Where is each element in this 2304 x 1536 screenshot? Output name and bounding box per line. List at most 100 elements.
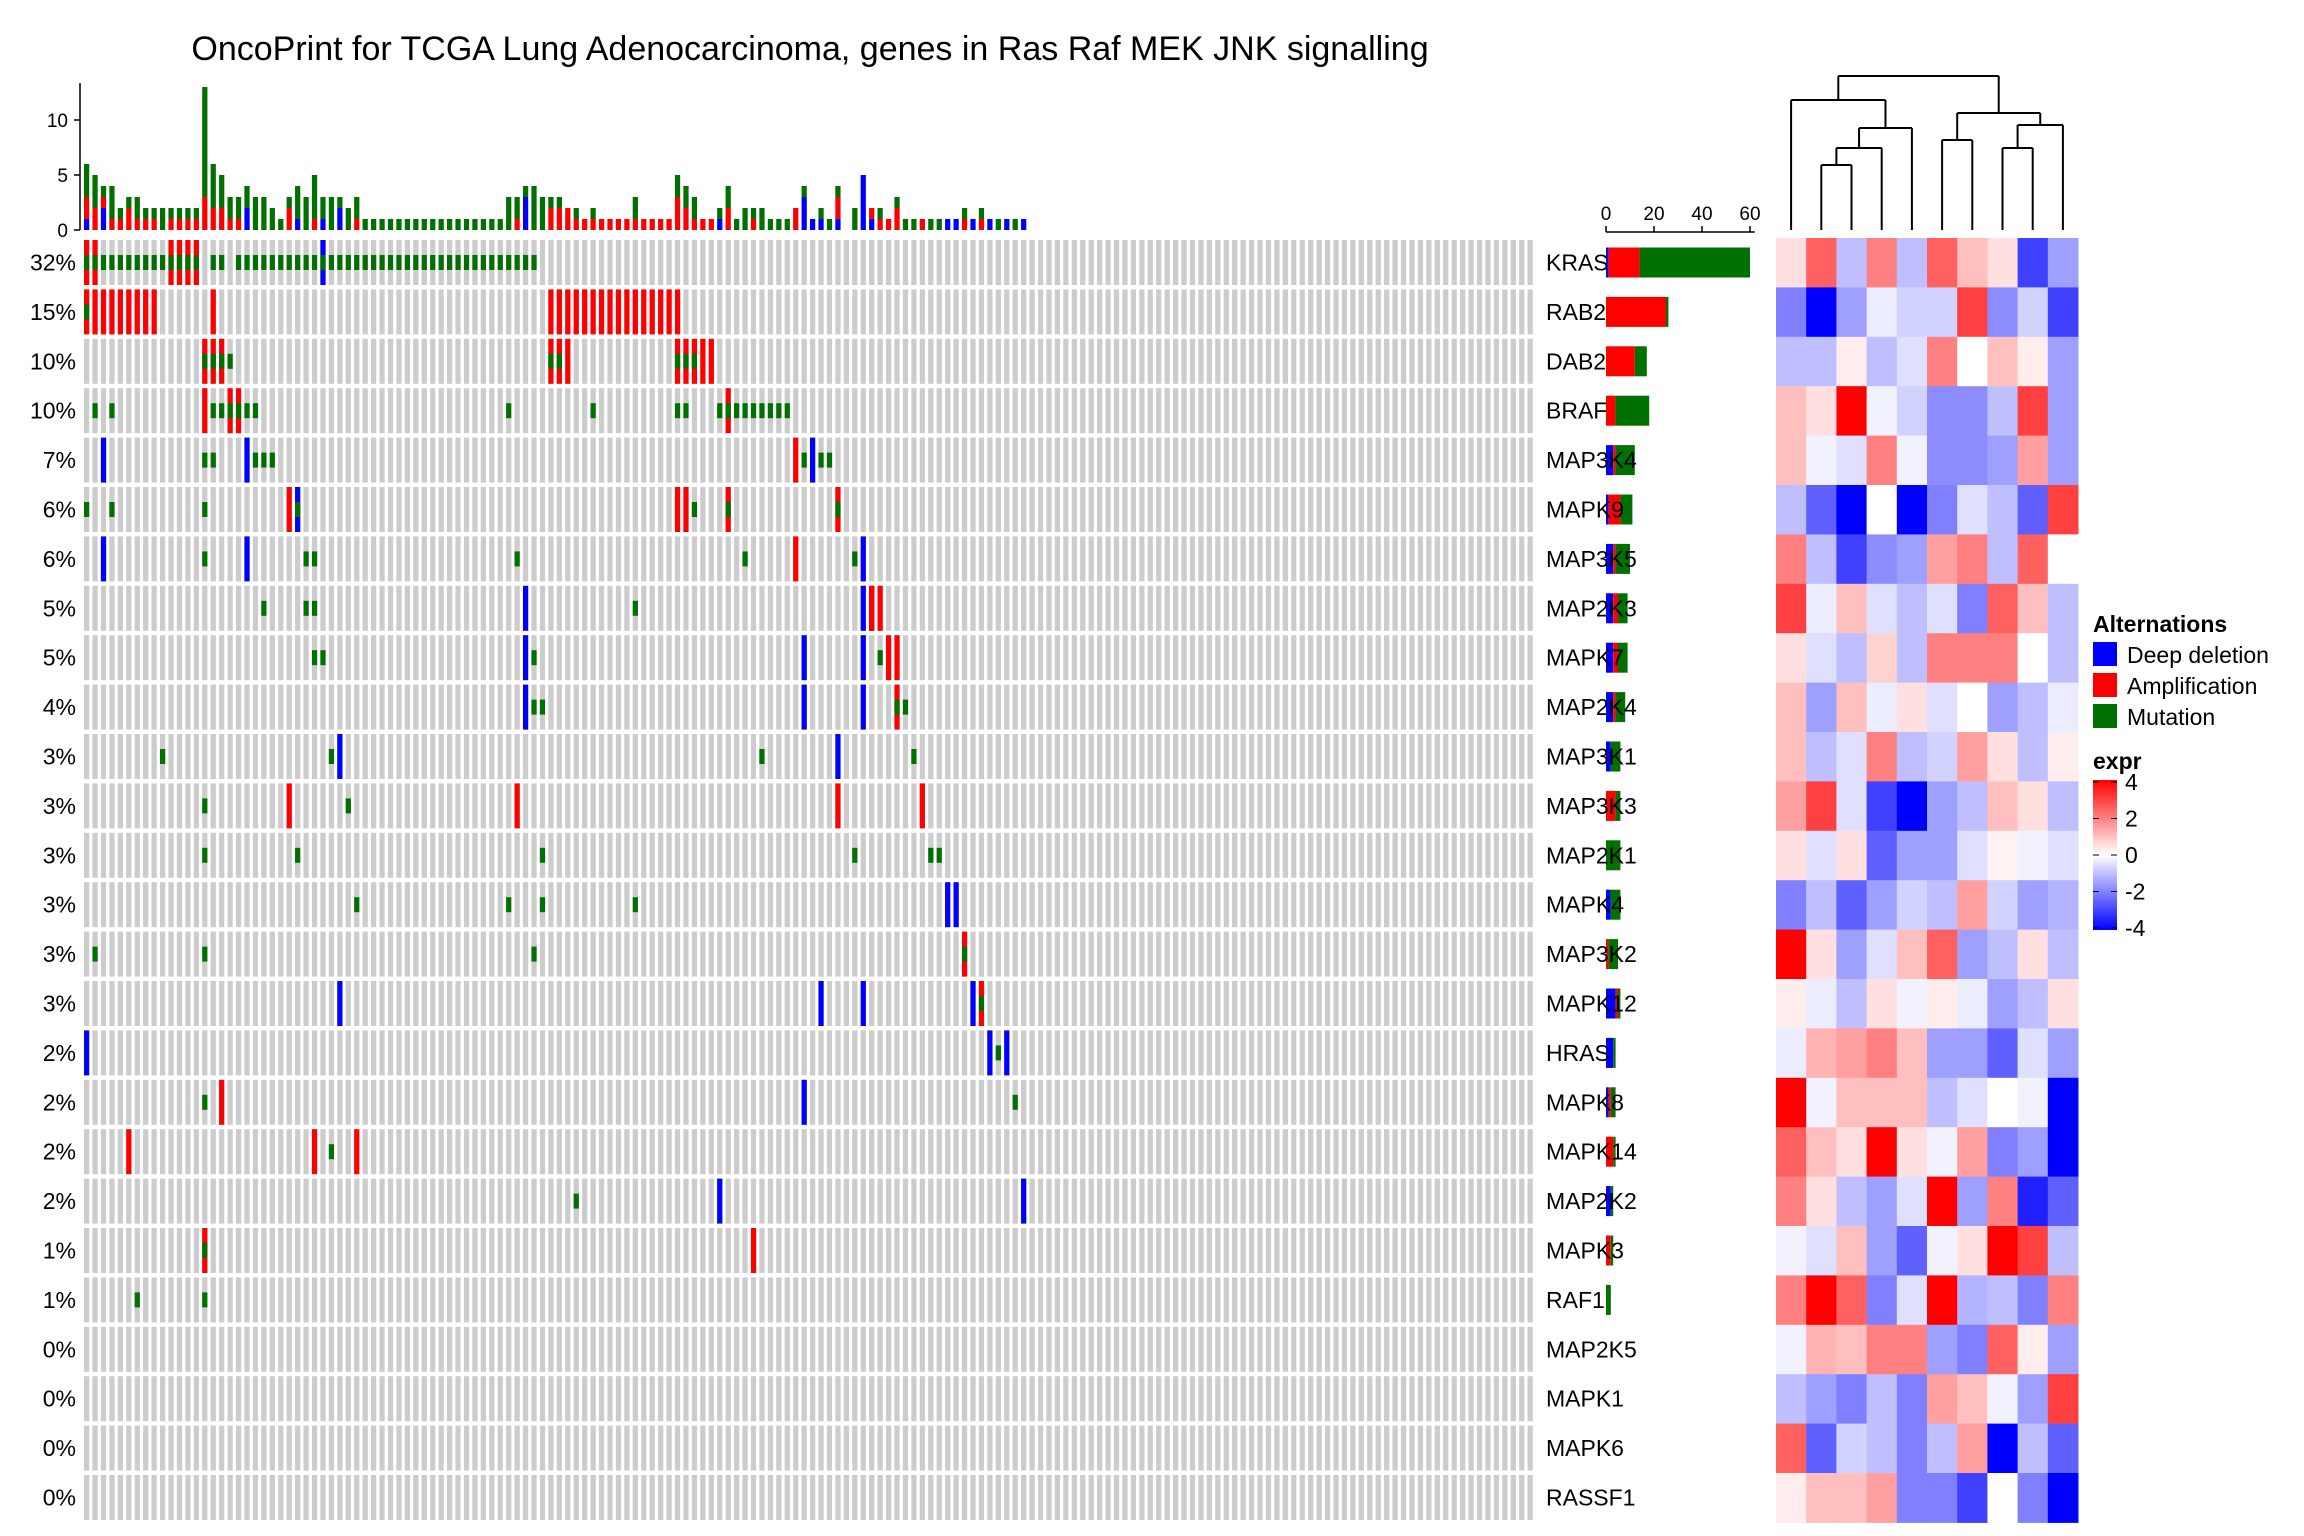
oncoprint-cell bbox=[295, 1129, 301, 1175]
alteration-amplification bbox=[126, 289, 132, 335]
oncoprint-cell bbox=[438, 388, 444, 434]
oncoprint-cell bbox=[286, 882, 292, 928]
oncoprint-cell bbox=[311, 338, 318, 384]
oncoprint-cell bbox=[590, 783, 596, 829]
oncoprint-cell bbox=[159, 981, 166, 1026]
oncoprint-cell bbox=[438, 437, 444, 483]
oncoprint-cell bbox=[185, 684, 191, 730]
oncoprint-cell bbox=[210, 882, 216, 928]
oncoprint-cell bbox=[961, 289, 968, 335]
oncoprint-cell bbox=[1054, 882, 1061, 928]
oncoprint-cell bbox=[430, 832, 436, 878]
top-bar-segment bbox=[624, 219, 630, 230]
oncoprint-cell bbox=[379, 1228, 385, 1273]
oncoprint-cell bbox=[497, 388, 503, 434]
oncoprint-cell bbox=[936, 1178, 942, 1224]
oncoprint-cell bbox=[1299, 1475, 1305, 1520]
oncoprint-cell bbox=[1240, 684, 1246, 730]
oncoprint-cell bbox=[1029, 437, 1035, 483]
oncoprint-cell bbox=[1113, 1228, 1120, 1273]
oncoprint-cell bbox=[539, 1030, 546, 1076]
oncoprint-cell bbox=[784, 487, 790, 532]
oncoprint-cell bbox=[1088, 832, 1094, 878]
oncoprint-cell bbox=[244, 1129, 250, 1175]
oncoprint-cell bbox=[1485, 1326, 1491, 1372]
oncoprint-cell bbox=[1122, 832, 1128, 878]
oncoprint-cell bbox=[556, 981, 562, 1026]
oncoprint-cell bbox=[978, 734, 985, 779]
oncoprint-cell bbox=[176, 684, 183, 730]
oncoprint-cell bbox=[92, 734, 98, 779]
oncoprint-cell bbox=[869, 832, 875, 878]
oncoprint-cell bbox=[978, 1376, 985, 1422]
oncoprint-cell bbox=[269, 783, 275, 829]
oncoprint-cell bbox=[843, 1277, 849, 1323]
oncoprint-cell bbox=[84, 437, 90, 483]
alteration-mutation bbox=[202, 798, 208, 814]
oncoprint-cell bbox=[852, 684, 858, 730]
oncoprint-cell bbox=[244, 734, 250, 779]
oncoprint-cell bbox=[1088, 1079, 1094, 1125]
oncoprint-cell bbox=[295, 437, 301, 483]
oncoprint-cell bbox=[117, 1326, 123, 1372]
oncoprint-cell bbox=[1232, 981, 1238, 1026]
top-bar-segment bbox=[168, 208, 174, 219]
oncoprint-cell bbox=[404, 1425, 411, 1471]
oncoprint-cell bbox=[320, 1475, 326, 1520]
oncoprint-cell bbox=[725, 832, 731, 878]
oncoprint-cell bbox=[1308, 783, 1314, 829]
oncoprint-cell bbox=[1113, 1129, 1120, 1175]
gene-label: MAP3K1 bbox=[1546, 744, 1637, 770]
oncoprint-cell bbox=[472, 1277, 478, 1323]
oncoprint-cell bbox=[143, 1326, 149, 1372]
oncoprint-cell bbox=[885, 1079, 892, 1125]
oncoprint-cell bbox=[801, 240, 807, 285]
oncoprint-cell bbox=[1223, 1425, 1229, 1471]
oncoprint-cell bbox=[750, 1277, 757, 1323]
oncoprint-cell bbox=[311, 734, 318, 779]
alteration-mutation bbox=[295, 847, 301, 863]
oncoprint-cell bbox=[1130, 1228, 1137, 1273]
oncoprint-cell bbox=[1198, 437, 1204, 483]
oncoprint-cell bbox=[970, 1326, 976, 1372]
oncoprint-cell bbox=[168, 1475, 174, 1520]
top-bar-segment bbox=[995, 219, 1001, 230]
oncoprint-cell bbox=[1130, 388, 1137, 434]
alteration-mutation bbox=[202, 452, 208, 468]
oncoprint-cell bbox=[902, 981, 909, 1026]
oncoprint-cell bbox=[683, 931, 689, 977]
oncoprint-cell bbox=[582, 931, 588, 977]
oncoprint-cell bbox=[489, 981, 495, 1026]
oncoprint-cell bbox=[843, 487, 849, 532]
oncoprint-cell bbox=[902, 1129, 909, 1175]
oncoprint-cell bbox=[1341, 487, 1348, 532]
oncoprint-cell bbox=[1232, 1326, 1238, 1372]
oncoprint-cell bbox=[1409, 783, 1415, 829]
oncoprint-cell bbox=[362, 981, 368, 1026]
oncoprint-cell bbox=[877, 487, 883, 532]
top-bar-segment bbox=[1021, 219, 1027, 230]
gene-label: MAP2K1 bbox=[1546, 842, 1637, 868]
oncoprint-cell bbox=[413, 684, 419, 730]
oncoprint-cell bbox=[227, 1228, 233, 1273]
oncoprint-cell bbox=[244, 1277, 250, 1323]
oncoprint-cell bbox=[826, 536, 833, 582]
oncoprint-cell bbox=[472, 783, 478, 829]
oncoprint-cell bbox=[810, 1079, 816, 1125]
oncoprint-cell bbox=[193, 1129, 199, 1175]
oncoprint-cell bbox=[1122, 1030, 1128, 1076]
oncoprint-cell bbox=[506, 1030, 512, 1076]
oncoprint-cell bbox=[1308, 1475, 1314, 1520]
oncoprint-cell bbox=[776, 734, 782, 779]
oncoprint-cell bbox=[835, 1475, 841, 1520]
top-bar-segment bbox=[556, 208, 562, 230]
oncoprint-cell bbox=[658, 931, 664, 977]
oncoprint-cell bbox=[1232, 1079, 1238, 1125]
oncoprint-cell bbox=[818, 240, 824, 285]
oncoprint-cell bbox=[810, 536, 816, 582]
oncoprint-cell bbox=[1113, 783, 1120, 829]
oncoprint-cell bbox=[961, 437, 968, 483]
oncoprint-cell bbox=[556, 487, 562, 532]
top-bar-segment bbox=[632, 197, 638, 219]
oncoprint-cell bbox=[278, 338, 284, 384]
